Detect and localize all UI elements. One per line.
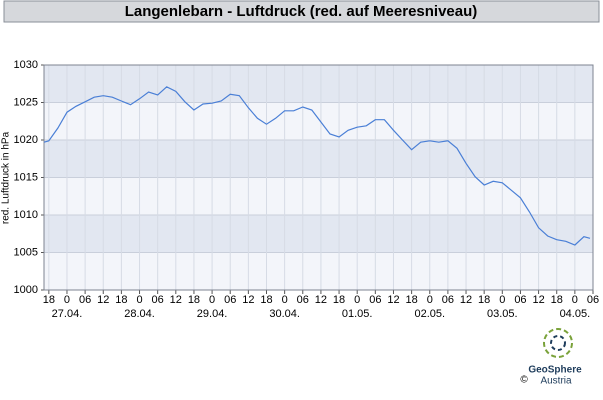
x-tick-label: 0 xyxy=(572,294,578,306)
logo-sub: Austria xyxy=(540,376,572,387)
y-tick-label: 1005 xyxy=(14,246,38,258)
x-tick-label: 18 xyxy=(551,294,563,306)
date-label: 03.05. xyxy=(487,308,518,320)
x-tick-label: 0 xyxy=(354,294,360,306)
logo-name: GeoSphere xyxy=(528,365,582,376)
x-tick-label: 18 xyxy=(43,294,55,306)
band xyxy=(44,102,593,140)
title-bar xyxy=(3,0,600,23)
x-tick-label: 06 xyxy=(514,294,526,306)
y-tick-label: 1030 xyxy=(14,59,38,71)
y-tick-label: 1010 xyxy=(14,209,38,221)
band xyxy=(44,252,593,290)
x-tick-label: 18 xyxy=(405,294,417,306)
x-tick-label: 12 xyxy=(315,294,327,306)
date-label: 04.05. xyxy=(560,308,591,320)
x-tick-label: 18 xyxy=(188,294,200,306)
x-tick-label: 06 xyxy=(297,294,309,306)
x-tick-label: 12 xyxy=(532,294,544,306)
copyright: © xyxy=(520,375,528,386)
logo-icon xyxy=(550,335,566,351)
x-tick-label: 06 xyxy=(587,294,599,306)
y-tick-label: 1015 xyxy=(14,171,38,183)
y-tick-label: 1020 xyxy=(14,134,38,146)
data-line xyxy=(43,86,591,246)
chart-title: Langenlebarn - Luftdruck (red. auf Meere… xyxy=(125,3,478,20)
x-tick-label: 0 xyxy=(136,294,142,306)
date-label: 30.04. xyxy=(269,308,300,320)
date-label: 28.04. xyxy=(124,308,155,320)
x-tick-label: 18 xyxy=(333,294,345,306)
x-tick-label: 0 xyxy=(499,294,505,306)
x-tick-label: 06 xyxy=(152,294,164,306)
date-label: 01.05. xyxy=(342,308,373,320)
band xyxy=(44,65,593,103)
logo: GeoSphere Austria © xyxy=(520,328,582,387)
y-axis-label: red. Luftdruck in hPa xyxy=(1,131,12,224)
logo-icon xyxy=(543,328,573,358)
date-label: 02.05. xyxy=(414,308,445,320)
x-tick-label: 12 xyxy=(170,294,182,306)
x-tick-label: 12 xyxy=(242,294,254,306)
plot-frame xyxy=(43,64,594,291)
y-tick-label: 1000 xyxy=(14,284,38,296)
band xyxy=(44,177,593,215)
x-tick-label: 0 xyxy=(209,294,215,306)
x-tick-label: 06 xyxy=(224,294,236,306)
x-tick-label: 18 xyxy=(260,294,272,306)
x-tick-label: 12 xyxy=(387,294,399,306)
x-tick-label: 12 xyxy=(460,294,472,306)
x-tick-label: 0 xyxy=(64,294,70,306)
x-tick-label: 06 xyxy=(79,294,91,306)
x-tick-label: 0 xyxy=(427,294,433,306)
x-tick-label: 0 xyxy=(282,294,288,306)
x-tick-label: 06 xyxy=(442,294,454,306)
x-tick-label: 18 xyxy=(478,294,490,306)
date-label: 29.04. xyxy=(197,308,228,320)
band xyxy=(44,140,593,178)
x-tick-label: 12 xyxy=(97,294,109,306)
band xyxy=(44,215,593,253)
date-label: 27.04. xyxy=(52,308,83,320)
x-tick-label: 18 xyxy=(115,294,127,306)
y-tick-label: 1025 xyxy=(14,96,38,108)
x-tick-label: 06 xyxy=(369,294,381,306)
